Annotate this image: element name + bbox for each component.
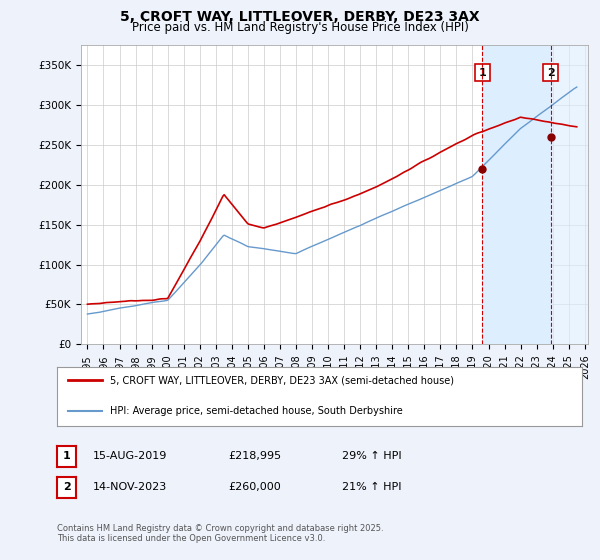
Text: 1: 1: [63, 451, 70, 461]
Text: HPI: Average price, semi-detached house, South Derbyshire: HPI: Average price, semi-detached house,…: [110, 406, 402, 416]
Text: 5, CROFT WAY, LITTLEOVER, DERBY, DE23 3AX (semi-detached house): 5, CROFT WAY, LITTLEOVER, DERBY, DE23 3A…: [110, 375, 454, 385]
Text: 5, CROFT WAY, LITTLEOVER, DERBY, DE23 3AX: 5, CROFT WAY, LITTLEOVER, DERBY, DE23 3A…: [120, 10, 480, 24]
Text: 14-NOV-2023: 14-NOV-2023: [93, 482, 167, 492]
Bar: [551, 45, 593, 344]
Text: Price paid vs. HM Land Registry's House Price Index (HPI): Price paid vs. HM Land Registry's House …: [131, 21, 469, 34]
Text: 15-AUG-2019: 15-AUG-2019: [93, 451, 167, 461]
Text: 2: 2: [63, 482, 70, 492]
Text: £218,995: £218,995: [228, 451, 281, 461]
Text: 2: 2: [547, 68, 554, 78]
Text: 1: 1: [479, 68, 486, 78]
Text: £260,000: £260,000: [228, 482, 281, 492]
Text: Contains HM Land Registry data © Crown copyright and database right 2025.
This d: Contains HM Land Registry data © Crown c…: [57, 524, 383, 543]
Text: 21% ↑ HPI: 21% ↑ HPI: [342, 482, 401, 492]
Text: 29% ↑ HPI: 29% ↑ HPI: [342, 451, 401, 461]
Bar: [482, 45, 551, 344]
